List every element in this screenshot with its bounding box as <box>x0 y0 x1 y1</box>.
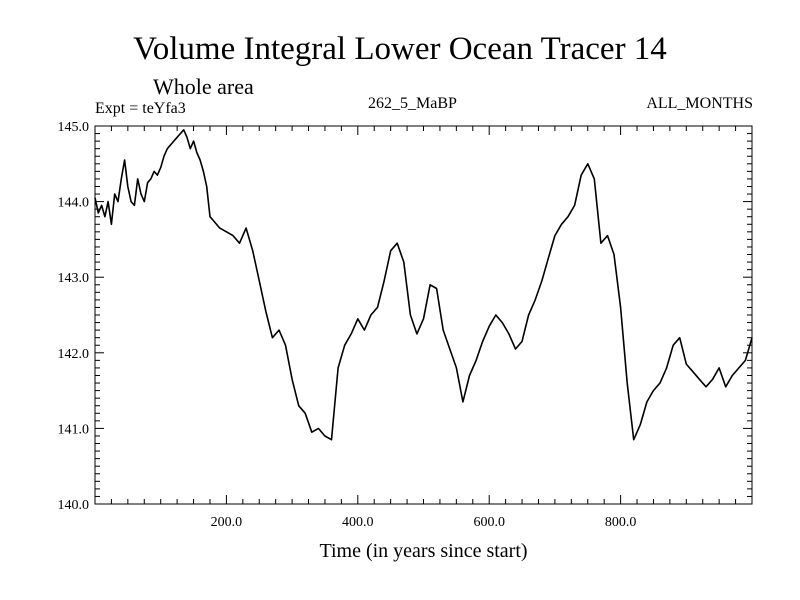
y-tick-label: 145.0 <box>58 120 90 135</box>
x-tick-label: 800.0 <box>605 515 637 530</box>
chart-subtitle: Whole area <box>153 74 254 99</box>
y-tick-label: 143.0 <box>58 271 90 286</box>
months-label: ALL_MONTHS <box>646 95 753 112</box>
y-tick-label: 144.0 <box>58 196 90 211</box>
y-tick-label: 140.0 <box>58 498 90 513</box>
experiment-label: Expt = teYfa3 <box>95 100 186 117</box>
chart-title: Volume Integral Lower Ocean Tracer 14 <box>133 31 667 67</box>
x-tick-label: 400.0 <box>342 515 374 530</box>
y-tick-label: 142.0 <box>58 347 90 362</box>
x-tick-label: 600.0 <box>473 515 505 530</box>
x-axis-label: Time (in years since start) <box>319 540 527 562</box>
x-tick-label: 200.0 <box>211 515 243 530</box>
run-label: 262_5_MaBP <box>368 95 457 112</box>
y-tick-label: 141.0 <box>58 422 90 437</box>
series-line <box>94 129 753 441</box>
tick-labels: 200.0 400.0 600.0 800.0 140.0 141.0 142.0 143.0… <box>58 120 637 530</box>
tick-marks <box>95 126 752 504</box>
